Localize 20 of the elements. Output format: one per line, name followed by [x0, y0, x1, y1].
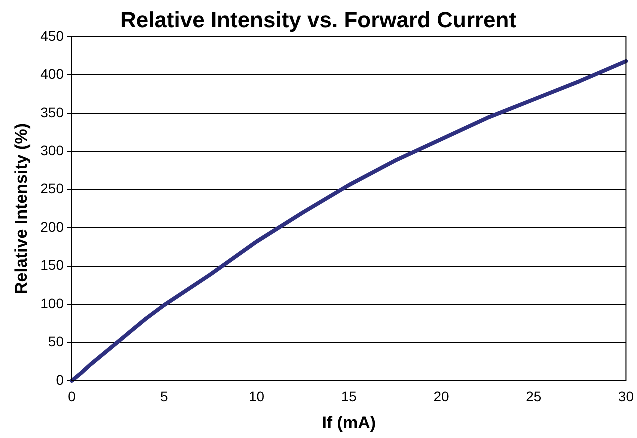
y-tick-label: 150	[40, 257, 64, 274]
y-tick-label: 300	[40, 142, 64, 159]
chart-title: Relative Intensity vs. Forward Current	[120, 7, 518, 32]
y-tick-label: 0	[56, 372, 64, 388]
y-tick-label: 350	[40, 104, 64, 120]
x-tick-label: 10	[248, 388, 265, 404]
y-tick-label: 250	[40, 180, 64, 197]
x-tick-label: 25	[526, 388, 542, 404]
y-tick-label: 400	[40, 66, 64, 82]
y-axis-title: Relative Intensity (%)	[12, 124, 31, 294]
y-tick-label: 50	[48, 334, 64, 350]
y-tick-label: 200	[40, 218, 64, 235]
x-tick-label: 0	[68, 388, 76, 404]
y-tick-label: 100	[40, 295, 64, 312]
x-tick-label: 5	[160, 388, 168, 404]
x-axis-title: If (mA)	[322, 413, 376, 432]
x-tick-label: 20	[434, 388, 450, 404]
y-tick-label: 450	[40, 28, 64, 44]
x-tick-label: 30	[618, 388, 634, 404]
x-tick-label: 15	[341, 388, 358, 404]
